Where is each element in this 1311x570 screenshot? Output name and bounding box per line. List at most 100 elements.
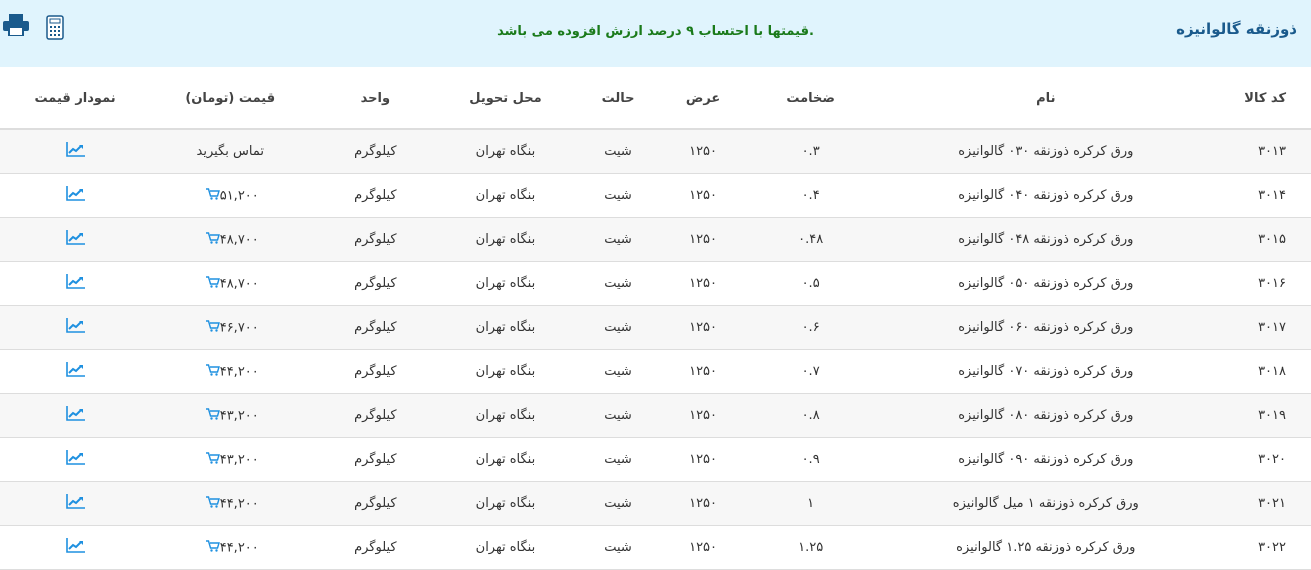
cell-chart: [0, 217, 151, 262]
cell-width: ۱۲۵۰: [665, 305, 741, 350]
cell-name: ورق کرکره ذوزنقه ۰۹۰ گالوانیزه: [880, 437, 1211, 482]
column-thickness: ضخامت: [740, 67, 881, 130]
cell-price: ۵۱,۲۰۰: [150, 173, 311, 218]
cell-width: ۱۲۵۰: [665, 525, 741, 570]
price-chart-icon[interactable]: [65, 406, 85, 425]
cell-price: ۴۸,۷۰۰: [150, 261, 311, 306]
cell-thickness: ۰.۶: [740, 305, 881, 350]
cell-width: ۱۲۵۰: [665, 217, 741, 262]
cell-price: ۴۴,۲۰۰: [150, 525, 311, 570]
cart-icon[interactable]: [205, 319, 220, 336]
cell-width: ۱۲۵۰: [665, 481, 741, 526]
vat-notice: قیمتها با احتساب ۹ درصد ارزش افزوده می ب…: [497, 24, 814, 39]
price-value: ۴۳,۲۰۰: [219, 452, 259, 467]
price-chart-icon[interactable]: [65, 274, 85, 293]
price-chart-icon[interactable]: [65, 142, 85, 161]
cell-state: شیت: [570, 525, 666, 570]
price-value: ۴۸,۷۰۰: [219, 276, 259, 291]
cell-thickness: ۰.۴: [740, 173, 881, 218]
column-price: قیمت (تومان): [150, 67, 311, 130]
cell-state: شیت: [570, 349, 666, 394]
cell-code: ۳۰۲۰: [1210, 437, 1311, 482]
cell-chart: [0, 261, 151, 306]
table-row: ۳۰۲۲ ورق کرکره ذوزنقه ۱.۲۵ گالوانیزه ۱.۲۵ ۱…: [0, 525, 1311, 570]
price-chart-icon[interactable]: [65, 362, 85, 381]
cell-unit: کیلوگرم: [310, 217, 441, 262]
cell-state: شیت: [570, 393, 666, 438]
cell-name: ورق کرکره ذوزنقه ۰۳۰ گالوانیزه: [880, 129, 1211, 174]
cell-code: ۳۰۱۹: [1210, 393, 1311, 438]
cart-icon[interactable]: [205, 187, 220, 204]
cell-unit: کیلوگرم: [310, 525, 441, 570]
price-value: ۴۴,۲۰۰: [219, 364, 259, 379]
price-value: تماس بگیرید: [196, 144, 264, 159]
cell-chart: [0, 349, 151, 394]
table-row: ۳۰۱۳ ورق کرکره ذوزنقه ۰۳۰ گالوانیزه ۰.۳ ۱۲۵…: [0, 129, 1311, 174]
price-value: ۴۴,۲۰۰: [219, 496, 259, 511]
price-chart-icon[interactable]: [65, 186, 85, 205]
cart-icon[interactable]: [205, 495, 220, 512]
page-title: ذوزنقه گالوانیزه: [1176, 20, 1297, 38]
cell-width: ۱۲۵۰: [665, 437, 741, 482]
table-row: ۳۰۱۵ ورق کرکره ذوزنقه ۰۴۸ گالوانیزه ۰.۴۸ ۱۲…: [0, 217, 1311, 262]
cell-width: ۱۲۵۰: [665, 393, 741, 438]
cell-chart: [0, 393, 151, 438]
cell-name: ورق کرکره ذوزنقه ۰۸۰ گالوانیزه: [880, 393, 1211, 438]
price-chart-icon[interactable]: [65, 450, 85, 469]
cell-price: ۴۳,۲۰۰: [150, 393, 311, 438]
cell-delivery: بنگاه تهران: [440, 437, 571, 482]
cell-chart: [0, 437, 151, 482]
cell-chart: [0, 305, 151, 350]
price-table: کد کالا نام ضخامت عرض حالت محل تحویل واحد قیمت …: [0, 67, 1311, 570]
cell-unit: کیلوگرم: [310, 349, 441, 394]
table-row: ۳۰۱۶ ورق کرکره ذوزنقه ۰۵۰ گالوانیزه ۰.۵ ۱۲۵…: [0, 261, 1311, 306]
cell-unit: کیلوگرم: [310, 173, 441, 218]
cell-state: شیت: [570, 173, 666, 218]
cell-delivery: بنگاه تهران: [440, 305, 571, 350]
cart-icon[interactable]: [205, 539, 220, 556]
cell-state: شیت: [570, 437, 666, 482]
calculator-icon[interactable]: [46, 15, 64, 44]
cell-thickness: ۰.۴۸: [740, 217, 881, 262]
column-name: نام: [880, 67, 1211, 130]
cell-code: ۳۰۱۷: [1210, 305, 1311, 350]
column-state: حالت: [570, 67, 666, 130]
cell-code: ۳۰۲۱: [1210, 481, 1311, 526]
cell-code: ۳۰۱۵: [1210, 217, 1311, 262]
cell-delivery: بنگاه تهران: [440, 173, 571, 218]
cell-code: ۳۰۲۲: [1210, 525, 1311, 570]
cell-delivery: بنگاه تهران: [440, 349, 571, 394]
cell-unit: کیلوگرم: [310, 261, 441, 306]
cell-unit: کیلوگرم: [310, 129, 441, 174]
cell-price: ۴۳,۲۰۰: [150, 437, 311, 482]
column-chart: نمودار قیمت: [0, 67, 151, 130]
cell-thickness: ۰.۹: [740, 437, 881, 482]
cell-state: شیت: [570, 305, 666, 350]
cell-state: شیت: [570, 481, 666, 526]
cart-icon[interactable]: [205, 407, 220, 424]
table-row: ۳۰۲۱ ورق کرکره ذوزنقه ۱ میل گالوانیزه ۱ ۱۲۵…: [0, 481, 1311, 526]
cell-name: ورق کرکره ذوزنقه ۰۴۰ گالوانیزه: [880, 173, 1211, 218]
cell-name: ورق کرکره ذوزنقه ۱ میل گالوانیزه: [880, 481, 1211, 526]
cell-delivery: بنگاه تهران: [440, 525, 571, 570]
cell-thickness: ۰.۸: [740, 393, 881, 438]
cell-width: ۱۲۵۰: [665, 129, 741, 174]
cart-icon[interactable]: [205, 451, 220, 468]
column-unit: واحد: [310, 67, 441, 130]
header-bar: ذوزنقه گالوانیزه قیمتها با احتساب ۹ درصد…: [0, 0, 1311, 67]
cart-icon[interactable]: [205, 363, 220, 380]
cart-icon[interactable]: [205, 275, 220, 292]
cell-width: ۱۲۵۰: [665, 173, 741, 218]
cart-icon[interactable]: [205, 231, 220, 248]
cell-state: شیت: [570, 217, 666, 262]
price-chart-icon[interactable]: [65, 230, 85, 249]
price-value: ۴۸,۷۰۰: [219, 232, 259, 247]
cell-delivery: بنگاه تهران: [440, 393, 571, 438]
price-chart-icon[interactable]: [65, 494, 85, 513]
price-chart-icon[interactable]: [65, 318, 85, 337]
print-icon[interactable]: [3, 14, 29, 40]
cell-price: تماس بگیرید: [150, 129, 311, 174]
price-chart-icon[interactable]: [65, 538, 85, 557]
cell-thickness: ۰.۷: [740, 349, 881, 394]
table-row: ۳۰۲۰ ورق کرکره ذوزنقه ۰۹۰ گالوانیزه ۰.۹ ۱۲۵…: [0, 437, 1311, 482]
